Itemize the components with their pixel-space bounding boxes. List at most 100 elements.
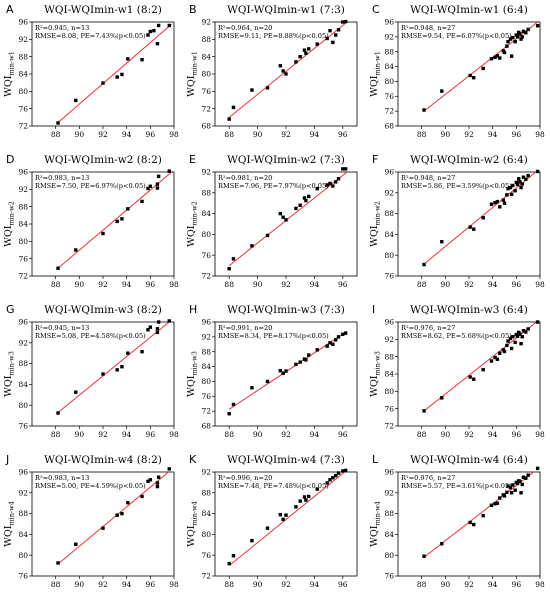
- data-point: [298, 360, 302, 364]
- y-tick-label: 80: [201, 230, 211, 239]
- data-point: [489, 57, 494, 61]
- data-point: [227, 561, 231, 566]
- data-point: [343, 167, 348, 171]
- data-point: [493, 200, 497, 205]
- x-tick-label: 98: [169, 280, 179, 289]
- y-tick-label: 88: [201, 347, 211, 356]
- data-point: [422, 108, 426, 112]
- data-point: [307, 353, 311, 357]
- y-axis-label-main: WQI: [369, 525, 380, 547]
- y-tick-label: 72: [201, 407, 211, 416]
- y-tick-label: 72: [384, 422, 394, 431]
- y-tick-label: 88: [201, 188, 211, 197]
- data-point: [101, 526, 105, 530]
- data-point: [120, 72, 124, 77]
- y-tick-label: 92: [201, 332, 211, 341]
- x-tick-label: 90: [441, 280, 451, 289]
- x-tick-label: 88: [224, 430, 234, 439]
- x-tick-label: 92: [281, 580, 291, 589]
- data-point: [336, 335, 341, 339]
- data-point: [524, 476, 528, 480]
- y-tick-label: 96: [18, 18, 28, 27]
- panel-letter: C: [372, 3, 380, 16]
- x-tick-label: 92: [281, 280, 291, 289]
- data-point: [156, 174, 161, 179]
- data-point: [506, 186, 510, 191]
- data-point: [518, 32, 522, 36]
- data-point: [535, 169, 540, 174]
- y-tick-label: 84: [201, 509, 211, 518]
- y-tick-label: 88: [18, 509, 28, 518]
- panel-letter: G: [6, 303, 15, 316]
- data-point: [515, 182, 520, 187]
- data-point: [167, 169, 171, 173]
- y-tick-label: 96: [384, 18, 394, 27]
- data-point: [502, 494, 507, 498]
- y-axis-label-sub: min-w1: [191, 51, 199, 75]
- data-point: [331, 184, 335, 188]
- x-tick-label: 90: [441, 130, 451, 139]
- data-point: [302, 495, 307, 499]
- y-tick-label: 92: [18, 35, 28, 44]
- data-point: [294, 362, 298, 367]
- x-tick-label: 98: [535, 430, 545, 439]
- y-tick-label: 96: [384, 318, 394, 327]
- y-tick-label: 92: [384, 335, 394, 344]
- data-point: [227, 117, 231, 121]
- y-axis-label: WQImin-w2: [3, 201, 16, 247]
- y-tick-label: 92: [18, 338, 28, 347]
- data-point: [508, 37, 513, 41]
- y-axis-label-main: WQI: [3, 525, 14, 547]
- data-point: [155, 41, 160, 46]
- data-point: [167, 467, 171, 471]
- y-tick-label: 84: [201, 52, 211, 61]
- data-point: [515, 334, 520, 338]
- r2-text: R²=0.964, n=20: [218, 24, 272, 32]
- data-point: [227, 412, 231, 416]
- data-point: [481, 513, 485, 518]
- y-tick-label: 80: [18, 401, 28, 410]
- data-point: [521, 328, 526, 333]
- data-point: [498, 496, 502, 500]
- y-axis-label-main: WQI: [3, 225, 14, 247]
- data-point: [250, 538, 254, 543]
- y-tick-label: 88: [18, 52, 28, 61]
- data-point: [155, 182, 160, 186]
- x-tick-label: 90: [253, 430, 263, 439]
- data-point: [140, 199, 144, 204]
- data-point: [298, 203, 302, 207]
- data-point: [250, 244, 254, 248]
- y-axis-label-main: WQI: [186, 525, 197, 547]
- y-tick-label: 76: [201, 251, 211, 260]
- data-point: [509, 491, 514, 495]
- data-point: [304, 198, 308, 203]
- panel-G: G WQI-WQImin-w3 (8:2) R²=0.945, n=13RMSE=5…: [3, 303, 179, 439]
- x-tick-label: 92: [98, 130, 108, 139]
- data-point: [535, 320, 540, 324]
- x-tick-label: 88: [51, 580, 61, 589]
- x-tick-label: 90: [75, 580, 85, 589]
- data-point: [56, 121, 60, 125]
- y-tick-label: 96: [384, 468, 394, 477]
- data-point: [514, 180, 519, 185]
- data-point: [284, 513, 288, 517]
- r2-text: R²=0.996, n=20: [218, 474, 272, 482]
- data-point: [148, 478, 153, 482]
- x-tick-label: 88: [417, 580, 427, 589]
- y-tick-label: 80: [384, 551, 394, 560]
- r2-text: R²=0.991, n=20: [218, 324, 272, 332]
- fit-line: [57, 472, 170, 565]
- data-point: [120, 365, 124, 369]
- fit-line: [228, 172, 348, 266]
- y-tick-label: 80: [201, 530, 211, 539]
- data-point: [518, 479, 522, 484]
- y-tick-label: 92: [384, 488, 394, 497]
- data-point: [265, 233, 270, 238]
- data-point: [148, 29, 153, 34]
- data-point: [115, 368, 119, 372]
- x-tick-label: 90: [253, 130, 263, 139]
- data-point: [440, 89, 444, 93]
- metrics-text: RMSE=7.96, PE=7.97%(p<0.05): [218, 182, 329, 190]
- panel-B: B WQI-WQImin-w1 (7:3) R²=0.964, n=20RMSE=9…: [186, 3, 358, 139]
